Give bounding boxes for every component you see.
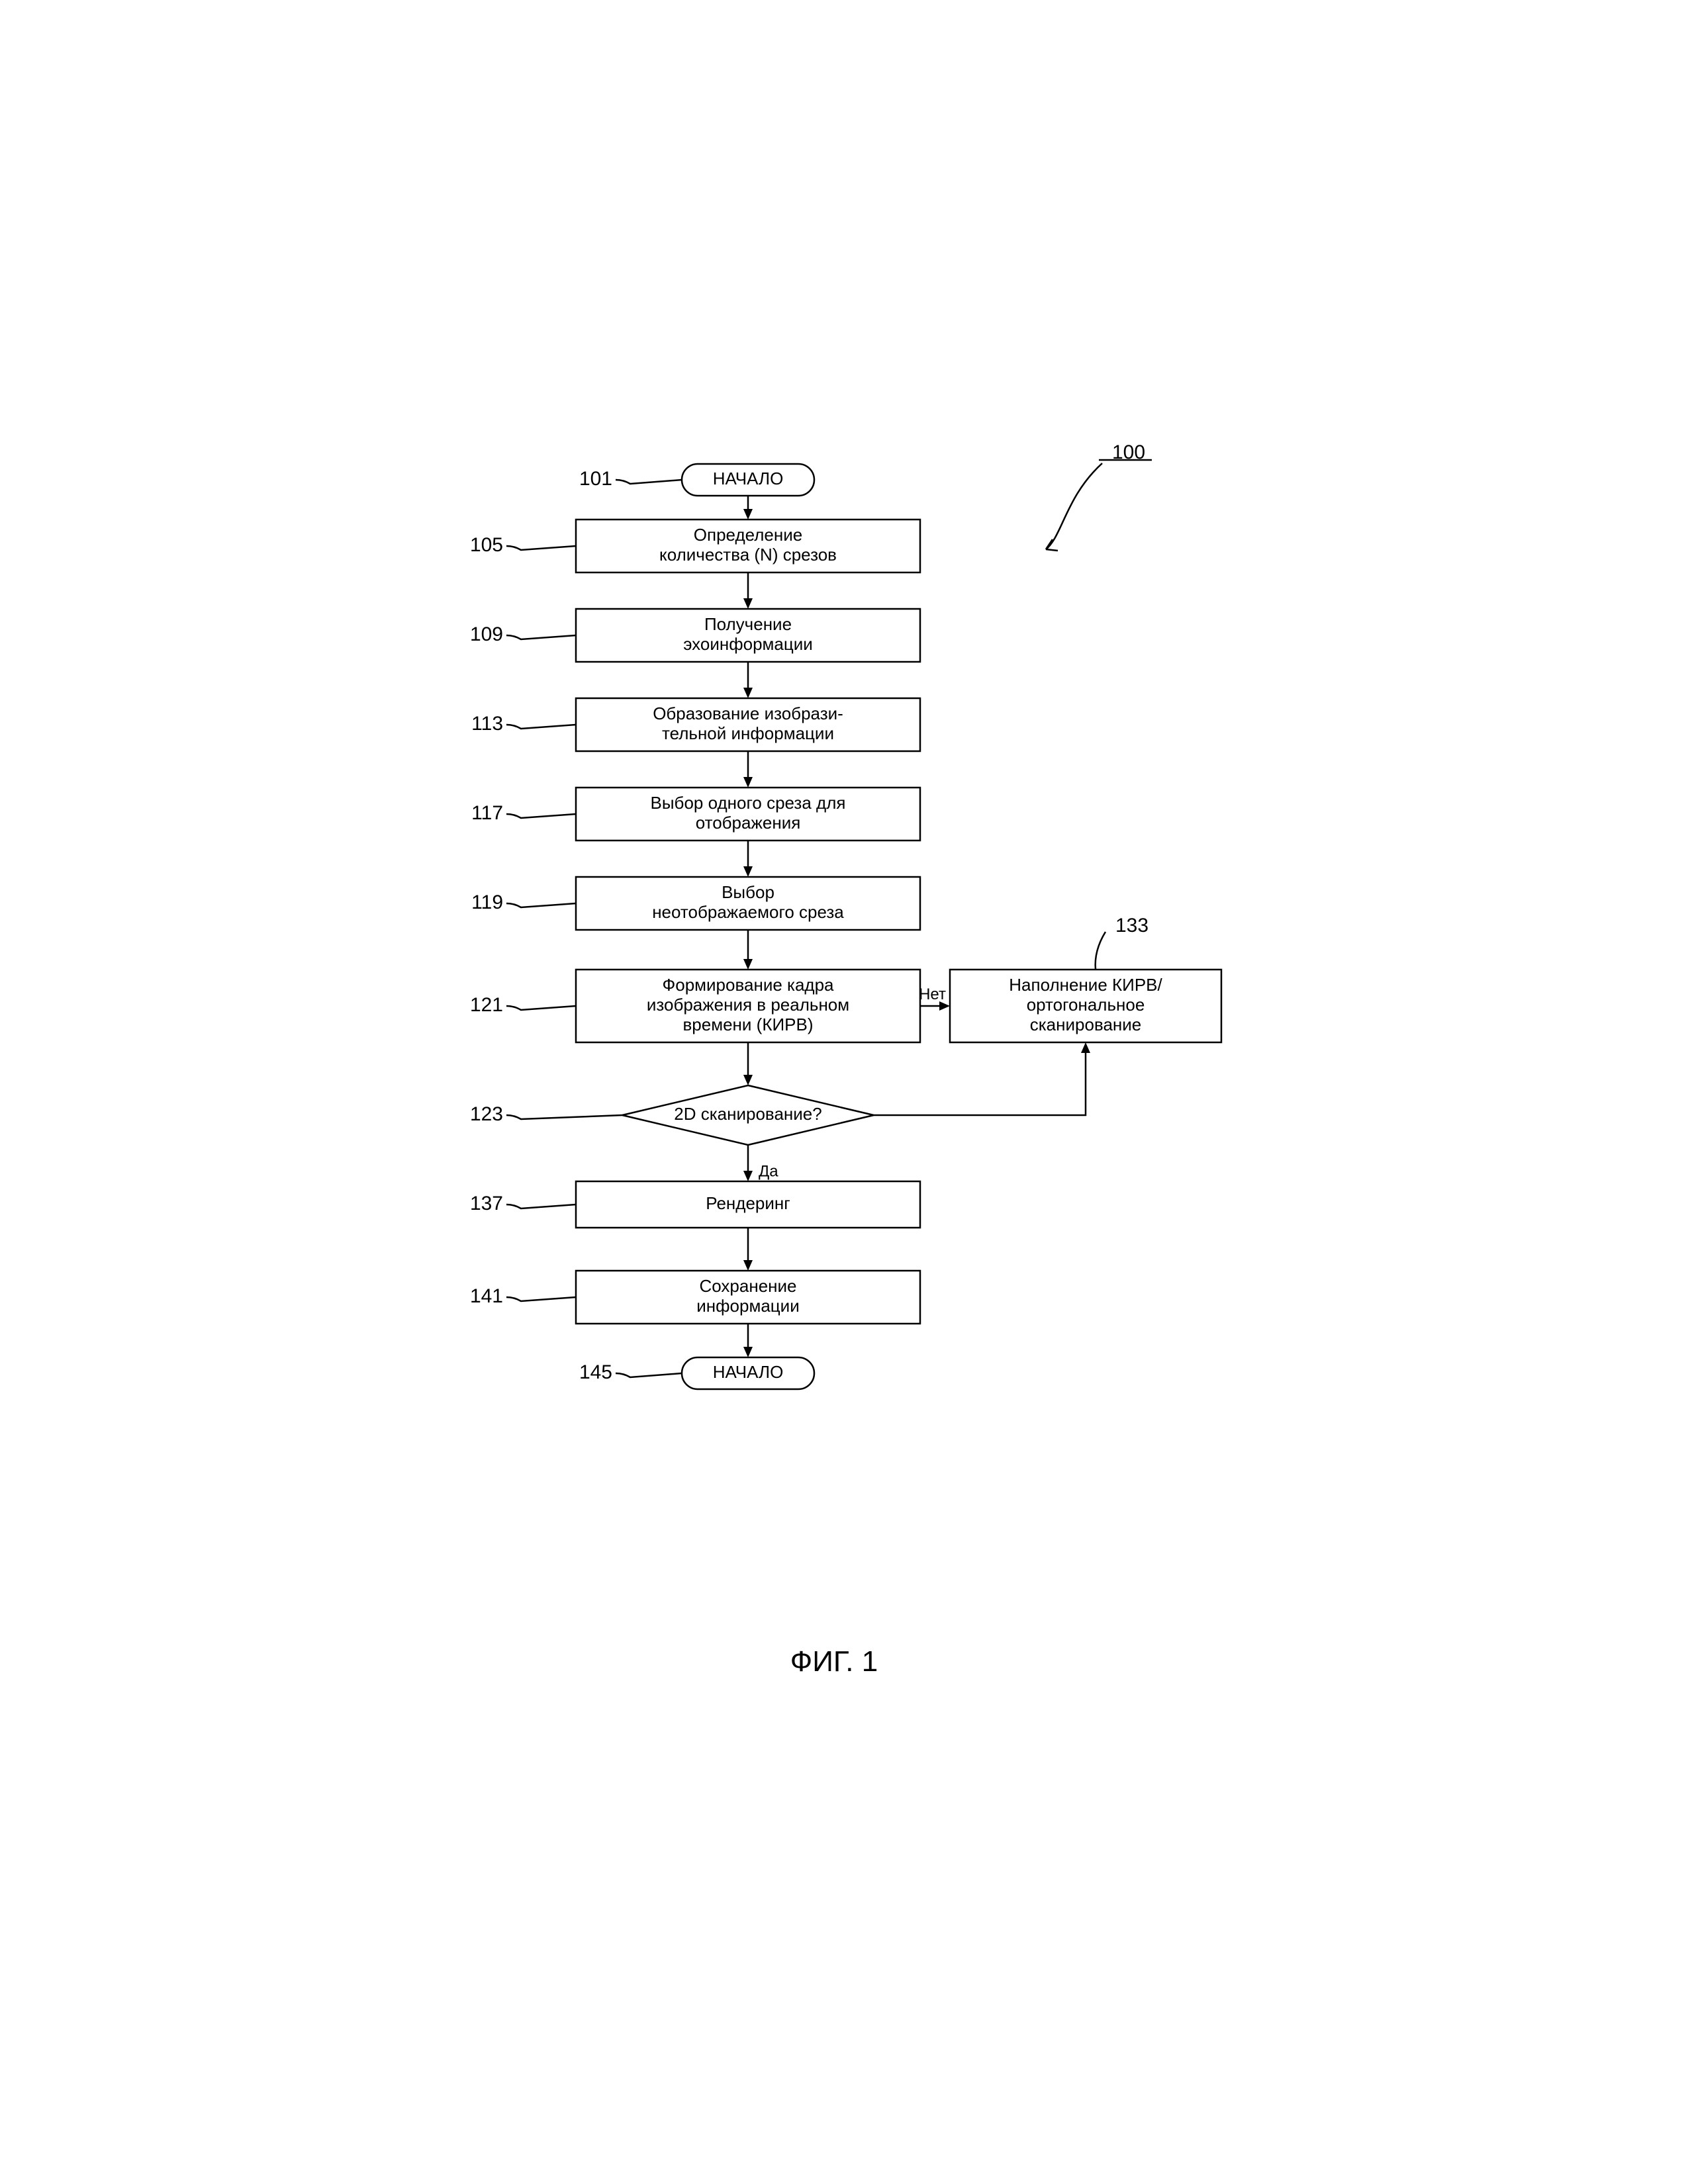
svg-text:Получение: Получение (704, 614, 792, 634)
svg-text:информации: информации (696, 1296, 799, 1316)
svg-text:ортогональное: ортогональное (1027, 995, 1145, 1015)
svg-text:неотображаемого среза: неотображаемого среза (652, 902, 844, 922)
figure-caption: ФИГ. 1 (790, 1645, 878, 1678)
svg-text:Образование изобрази-: Образование изобрази- (653, 704, 843, 723)
svg-text:2D сканирование?: 2D сканирование? (674, 1104, 821, 1124)
ref-label-l145: 145 (579, 1361, 682, 1383)
flowchart-figure: НАЧАЛО Определениеколичества (N) срезов По… (0, 0, 1688, 2184)
edge-e8: Да (748, 1145, 778, 1181)
svg-text:Рендеринг: Рендеринг (706, 1193, 790, 1213)
ref-label-l109: 109 (470, 623, 576, 645)
svg-text:Определение: Определение (694, 525, 802, 545)
svg-text:сканирование: сканирование (1030, 1015, 1142, 1034)
ref-label-l101: 101 (579, 468, 682, 490)
svg-text:113: 113 (471, 713, 503, 735)
svg-text:Выбор одного среза для: Выбор одного среза для (651, 793, 846, 813)
ref-label-l141: 141 (470, 1285, 576, 1307)
svg-text:121: 121 (470, 994, 503, 1016)
ref-label-l119: 119 (471, 891, 576, 913)
svg-text:Да: Да (759, 1163, 778, 1181)
svg-text:119: 119 (471, 891, 503, 913)
svg-text:Нет: Нет (919, 985, 946, 1003)
ref-label-l123: 123 (470, 1103, 622, 1125)
figure-ref-100: 100 (1046, 441, 1152, 551)
edge-e12 (874, 1052, 1086, 1115)
svg-text:137: 137 (470, 1193, 503, 1214)
ref-label-l105: 105 (470, 534, 576, 556)
svg-text:Формирование кадра: Формирование кадра (662, 975, 834, 995)
svg-text:123: 123 (470, 1103, 503, 1125)
ref-label-l113: 113 (471, 713, 576, 735)
ref-label-l137: 137 (470, 1193, 576, 1214)
svg-text:отображения: отображения (696, 813, 801, 833)
svg-text:НАЧАЛО: НАЧАЛО (713, 1362, 784, 1382)
ref-label-l121: 121 (470, 994, 576, 1016)
svg-text:117: 117 (471, 802, 503, 824)
svg-text:количества (N) срезов: количества (N) срезов (659, 545, 837, 565)
svg-text:Выбор: Выбор (722, 882, 774, 902)
svg-text:101: 101 (579, 468, 612, 490)
svg-text:Наполнение КИРВ/: Наполнение КИРВ/ (1009, 975, 1162, 995)
svg-text:изображения в реальном: изображения в реальном (647, 995, 849, 1015)
svg-text:Сохранение: Сохранение (699, 1276, 796, 1296)
ref-label-l117: 117 (471, 802, 576, 824)
svg-text:НАЧАЛО: НАЧАЛО (713, 469, 784, 488)
svg-text:тельной информации: тельной информации (662, 723, 834, 743)
svg-text:105: 105 (470, 534, 503, 556)
svg-text:эхоинформации: эхоинформации (683, 634, 813, 654)
svg-text:времени (КИРВ): времени (КИРВ) (682, 1015, 813, 1034)
ref-label-l133: 133 (1096, 915, 1149, 970)
svg-text:141: 141 (470, 1285, 503, 1307)
svg-text:145: 145 (579, 1361, 612, 1383)
svg-text:109: 109 (470, 623, 503, 645)
svg-text:133: 133 (1115, 915, 1149, 936)
